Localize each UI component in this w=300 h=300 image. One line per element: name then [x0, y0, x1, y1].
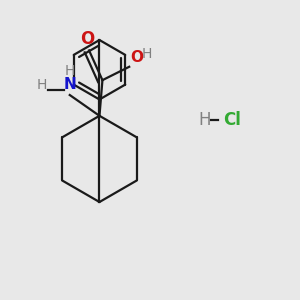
Text: H: H: [142, 47, 152, 61]
Text: H: H: [199, 111, 211, 129]
Text: H: H: [64, 64, 75, 78]
Text: Cl: Cl: [223, 111, 241, 129]
Text: H: H: [36, 78, 46, 92]
Text: N: N: [63, 77, 76, 92]
Text: O: O: [80, 30, 95, 48]
Text: O: O: [131, 50, 144, 65]
